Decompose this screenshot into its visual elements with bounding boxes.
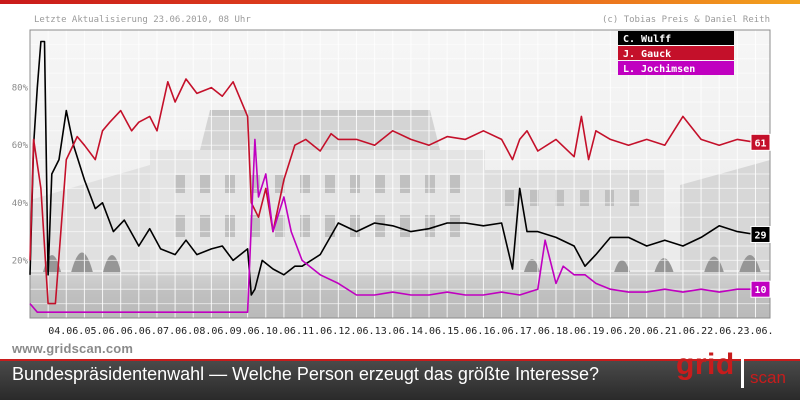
x-tick-label: 06.06. xyxy=(121,326,157,337)
chart-legend: C. Wulff J. Gauck L. Jochimsen xyxy=(618,31,734,75)
x-tick-label: 16.06. xyxy=(484,326,520,337)
legend-entry: L. Jochimsen xyxy=(623,63,695,75)
logo-separator xyxy=(741,354,744,388)
end-value-badge xyxy=(750,225,771,243)
x-tick-label: 04.06. xyxy=(48,326,84,337)
end-value-badge xyxy=(750,133,771,151)
legend-entry: C. Wulff xyxy=(623,34,671,45)
x-tick-label: 05.06. xyxy=(84,326,120,337)
y-tick-label: 80% xyxy=(12,84,29,94)
x-tick-label: 20.06. xyxy=(629,326,665,337)
y-tick-label: 20% xyxy=(12,256,29,266)
brand-top-bar xyxy=(0,0,800,4)
x-tick-label: 23.06. xyxy=(737,326,773,337)
site-url[interactable]: www.gridscan.com xyxy=(12,341,134,356)
x-tick-label: 14.06. xyxy=(411,326,447,337)
chart-end-labels: 29 61 10 xyxy=(750,133,771,298)
last-update-text: Letzte Aktualisierung 23.06.2010, 08 Uhr xyxy=(34,15,251,25)
chart-series xyxy=(29,40,767,313)
bottom-title-bar xyxy=(0,359,800,400)
copyright-text: (c) Tobias Preis & Daniel Reith xyxy=(602,15,770,25)
gridscan-logo: grid scan xyxy=(676,348,796,394)
y-tick-label: 40% xyxy=(12,199,29,209)
x-tick-label: 15.06. xyxy=(447,326,483,337)
logo-grid-text: grid xyxy=(676,348,735,381)
x-tick-label: 21.06. xyxy=(665,326,701,337)
x-tick-label: 17.06. xyxy=(520,326,556,337)
legend-swatch xyxy=(618,46,734,60)
logo-scan-text: scan xyxy=(750,368,786,387)
series-line xyxy=(29,40,767,296)
end-value-badge xyxy=(750,280,771,298)
x-tick-label: 18.06. xyxy=(556,326,592,337)
end-value-label: 10 xyxy=(754,285,766,296)
y-tick-label: 60% xyxy=(12,141,29,151)
series-line xyxy=(29,138,767,313)
legend-entry: J. Gauck xyxy=(623,49,671,60)
x-tick-label: 07.06. xyxy=(157,326,193,337)
series-line xyxy=(29,78,767,305)
x-tick-label: 19.06. xyxy=(592,326,628,337)
plot-border xyxy=(29,29,771,319)
end-value-label: 61 xyxy=(754,138,766,149)
bottom-title: Bundespräsidentenwahl — Welche Person er… xyxy=(12,364,600,384)
legend-swatch xyxy=(618,31,734,45)
x-tick-label: 10.06. xyxy=(266,326,302,337)
x-tick-label: 13.06. xyxy=(375,326,411,337)
x-tick-label: 08.06. xyxy=(193,326,229,337)
x-tick-label: 09.06. xyxy=(230,326,266,337)
x-tick-label: 11.06. xyxy=(302,326,338,337)
chart-axes: 20% 40% 60% 80% 04.06. 05.06. 06.06. 07.06. 08.0… xyxy=(12,29,774,337)
legend-swatch xyxy=(618,61,734,75)
x-tick-label: 22.06. xyxy=(701,326,737,337)
x-tick-label: 12.06. xyxy=(338,326,374,337)
end-value-label: 29 xyxy=(754,230,766,241)
